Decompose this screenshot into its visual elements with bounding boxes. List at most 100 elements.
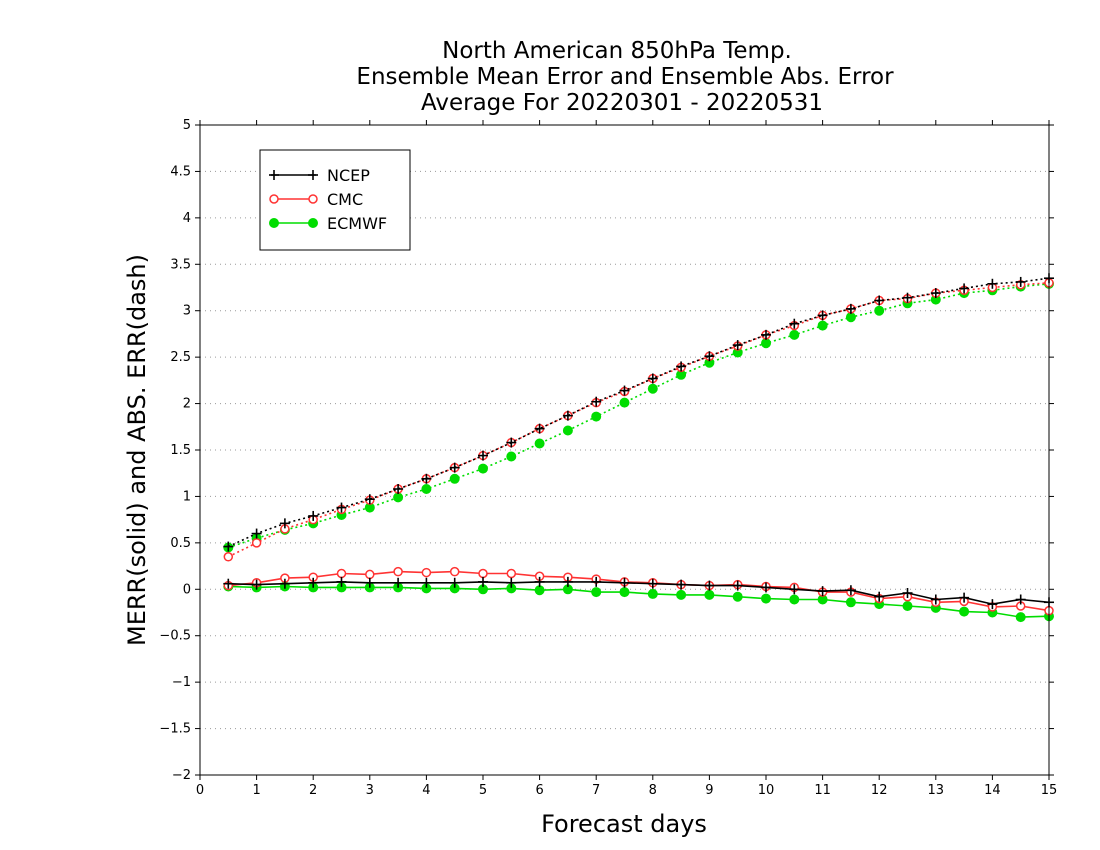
point-merr-ecmwf [676, 589, 687, 600]
y-tick-label: 3.5 [170, 257, 191, 272]
x-tick-label: 2 [309, 783, 317, 798]
point-abs-err-ncep [619, 385, 630, 396]
point-abs-err-ecmwf [874, 305, 885, 316]
point-merr-ncep [562, 576, 573, 587]
point-merr-ncep [364, 577, 375, 588]
point-abs-err-ecmwf [619, 397, 630, 408]
point-abs-err-ecmwf [817, 320, 828, 331]
legend-marker-cmc [269, 194, 279, 204]
point-abs-err-ncep [902, 292, 913, 303]
x-tick-label: 10 [758, 783, 775, 798]
point-merr-ecmwf [761, 593, 771, 604]
y-tick-label: 1.5 [170, 443, 191, 458]
y-tick-label: 3 [183, 304, 191, 319]
point-abs-err-ecmwf [478, 463, 488, 474]
point-abs-err-ncep [478, 450, 488, 461]
point-abs-err-ncep [251, 528, 262, 539]
point-abs-err-ncep [987, 278, 998, 289]
point-merr-ncep [930, 594, 941, 605]
point-abs-err-ncep [449, 462, 460, 473]
point-abs-err-ncep [732, 340, 743, 351]
point-merr-ecmwf [732, 591, 743, 602]
point-merr-ecmwf [1015, 612, 1026, 623]
point-abs-err-ecmwf [393, 492, 404, 503]
point-abs-err-ncep [336, 502, 347, 513]
legend-marker-ecmwf [308, 218, 318, 228]
x-tick-label: 8 [649, 783, 657, 798]
axis-ticks: −2−1.5−1−0.500.511.522.533.544.550 1 2 3 4 5 6… [159, 118, 1057, 798]
legend-label-cmc: CMC [327, 190, 363, 209]
y-tick-label: 2 [183, 397, 191, 412]
title-line-2: Ensemble Mean Error and Ensemble Abs. Er… [356, 64, 894, 90]
x-tick-label: 4 [422, 783, 430, 798]
legend-box [259, 149, 411, 251]
point-abs-err-ncep [647, 373, 658, 384]
point-merr-ncep [279, 578, 290, 589]
point-merr-cmc [478, 568, 488, 579]
point-merr-ecmwf [619, 587, 630, 598]
point-merr-cmc [421, 567, 432, 578]
point-merr-ncep [789, 584, 800, 595]
x-tick-label: 13 [928, 783, 945, 798]
point-merr-ncep [732, 580, 743, 591]
point-abs-err-ecmwf [761, 338, 771, 349]
point-abs-err-ncep [364, 494, 375, 505]
x-tick-label: 6 [535, 783, 543, 798]
point-abs-err-ncep [761, 329, 771, 340]
point-merr-ncep [336, 576, 347, 587]
x-tick-label: 0 [196, 783, 204, 798]
legend-marker-ncep [269, 170, 279, 180]
point-abs-err-ncep [223, 541, 234, 552]
point-abs-err-ecmwf [789, 329, 800, 340]
y-tick-label: 4.5 [170, 164, 191, 179]
y-tick-label: −1.5 [159, 722, 191, 737]
title-line-1: North American 850hPa Temp. [442, 38, 792, 64]
legend-marker-ecmwf [269, 218, 279, 228]
legend-item-ecmwf: ECMWF [269, 214, 387, 233]
x-tick-label: 11 [814, 783, 831, 798]
point-merr-ncep [534, 576, 545, 587]
x-tick-label: 5 [479, 783, 487, 798]
y-tick-label: 0.5 [170, 536, 191, 551]
point-merr-ncep [478, 576, 488, 587]
point-merr-ncep [959, 592, 970, 603]
point-abs-err-ncep [534, 423, 545, 434]
point-abs-err-ncep [704, 351, 715, 362]
point-abs-err-ncep [591, 396, 602, 407]
point-merr-ecmwf [534, 585, 545, 596]
x-tick-label: 3 [366, 783, 374, 798]
point-merr-ncep [704, 580, 715, 591]
point-abs-err-ecmwf [534, 438, 545, 449]
point-merr-cmc [336, 568, 347, 579]
point-merr-ecmwf [959, 606, 970, 617]
point-abs-err-ncep [874, 295, 885, 306]
point-abs-err-ncep [562, 410, 573, 421]
point-merr-ncep [1015, 594, 1026, 605]
chart-title: North American 850hPa Temp. Ensemble Mea… [356, 38, 894, 116]
point-merr-ecmwf [704, 589, 715, 600]
y-tick-label: −1 [172, 675, 191, 690]
y-tick-label: 0 [183, 582, 191, 597]
point-abs-err-cmc [223, 552, 234, 562]
x-tick-label: 9 [705, 783, 713, 798]
point-abs-err-ecmwf [421, 484, 432, 494]
point-merr-ncep [676, 579, 687, 590]
point-abs-err-ncep [959, 283, 970, 294]
y-tick-label: 4 [183, 211, 191, 226]
point-merr-ncep [223, 578, 234, 589]
x-tick-label: 7 [592, 783, 600, 798]
point-merr-ncep [817, 586, 828, 597]
point-abs-err-cmc [251, 538, 262, 548]
y-tick-label: 1 [183, 489, 191, 504]
point-abs-err-ncep [1015, 276, 1026, 287]
point-abs-err-ecmwf [647, 383, 658, 394]
y-tick-label: 5 [183, 118, 191, 133]
point-merr-ncep [308, 577, 319, 588]
series-lines [223, 273, 1054, 623]
point-merr-ecmwf [845, 597, 856, 608]
point-merr-ncep [421, 577, 432, 588]
point-merr-ncep [619, 577, 630, 588]
legend-marker-cmc [308, 194, 318, 204]
x-axis-label: Forecast days [541, 810, 707, 838]
